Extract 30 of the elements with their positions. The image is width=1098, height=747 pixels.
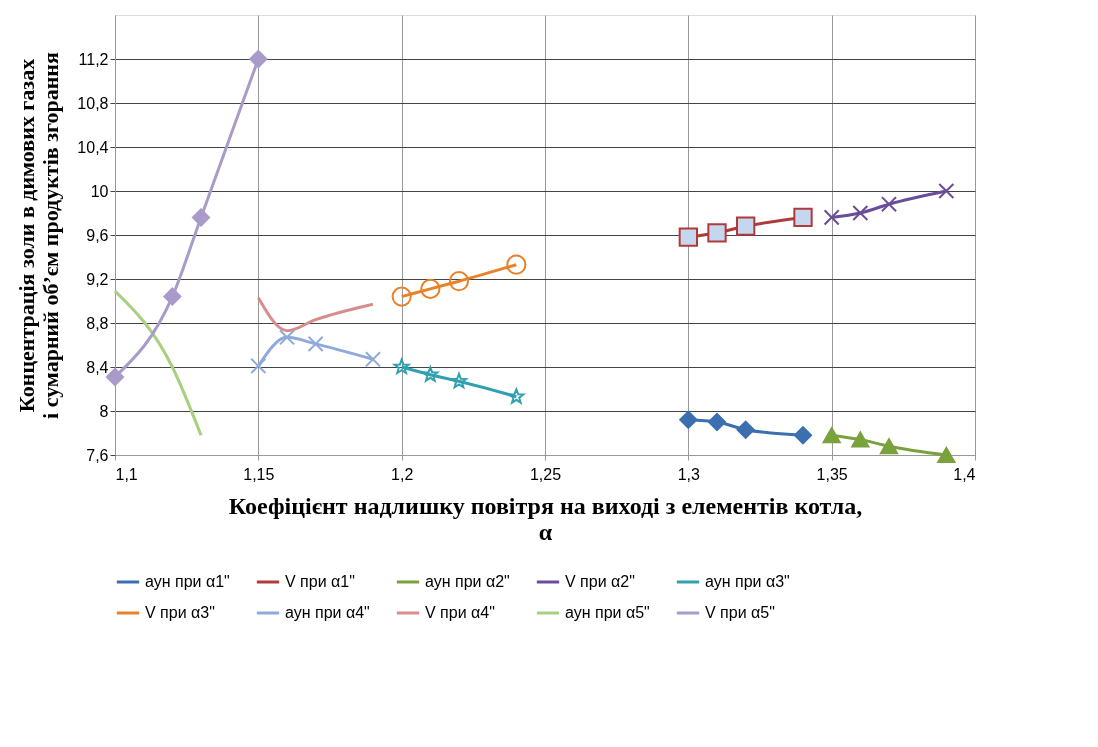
x-tick-label: 1,25	[529, 465, 562, 483]
line-series	[256, 296, 375, 333]
legend-label: аун при α1"	[145, 573, 230, 590]
x-tick-label: 1,1	[115, 465, 138, 483]
x-tick-label: 1,3	[677, 465, 701, 483]
x-tick-label: 1,35	[816, 465, 848, 483]
legend-label: V при α5"	[705, 604, 775, 621]
legend-label: V при α4"	[425, 604, 495, 621]
y-tick-label: 10	[90, 182, 109, 200]
y-tick-label: 11,2	[78, 50, 109, 68]
legend-label: V при α3"	[145, 604, 215, 621]
y-tick-label: 7,6	[86, 446, 109, 464]
legend-label: V при α2"	[565, 573, 635, 590]
legend-label: V при α1"	[285, 573, 355, 590]
legend-label: аун при α2"	[425, 573, 510, 590]
legend-label: аун при α5"	[565, 604, 650, 621]
y-tick-label: 10,8	[77, 94, 109, 112]
x-axis-title: Коефіцієнт надлишку повітря на виході з елементів котла, α	[228, 492, 863, 545]
y-tick-label: 8,4	[86, 358, 109, 376]
x-tick-label: 1,15	[243, 465, 275, 483]
legend-label: аун при α4"	[285, 604, 370, 621]
y-tick-label: 10,4	[77, 138, 109, 156]
y-axis-title: Концентрація золи в димових газах і сумарний об’єм продуктів згорання	[14, 51, 64, 419]
legend-label: аун при α3"	[705, 573, 790, 590]
y-tick-label: 8,8	[86, 314, 109, 332]
x-tick-label: 1,2	[391, 465, 414, 483]
y-tick-label: 9,6	[86, 226, 109, 244]
x-tick-label: 1,4	[953, 465, 976, 483]
y-tick-label: 9,2	[86, 270, 109, 288]
y-tick-label: 8	[99, 402, 109, 420]
